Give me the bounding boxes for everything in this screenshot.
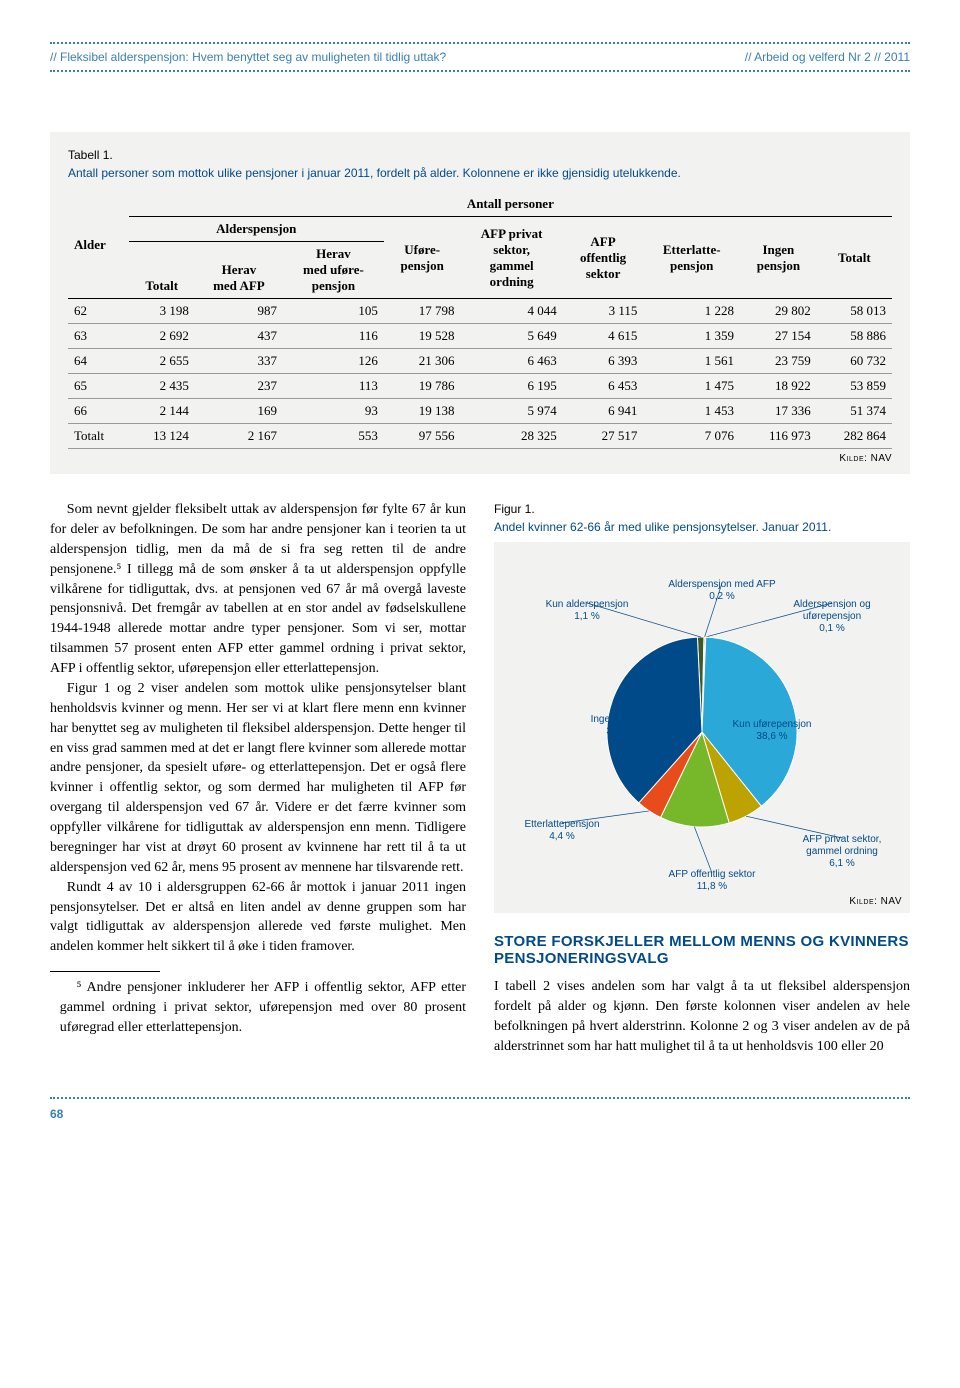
footnote-5: ⁵ Andre pensjoner inkluderer her AFP i o… — [50, 978, 466, 1038]
table-source: Kilde: NAV — [68, 453, 892, 464]
col-afp-off: AFPoffentligsektor — [563, 217, 644, 299]
col-etterlatte: Etterlatte-pensjon — [643, 217, 740, 299]
col-alder: Alder — [68, 192, 129, 299]
page-header: // Fleksibel alderspensjon: Hvem benytte… — [50, 46, 910, 68]
table-1: Alder Antall personer Alderspensjon Ufør… — [68, 192, 892, 449]
table-number: Tabell 1. — [68, 148, 113, 162]
right-column: Figur 1. Andel kvinner 62-66 år med ulik… — [494, 500, 910, 1057]
col-afp-privat: AFP privatsektor,gammelordning — [461, 217, 563, 299]
table-caption: Tabell 1. Antall personer som mottok uli… — [68, 146, 892, 182]
pie-chart: Kun alderspensjon1,1 % Alderspensjon med … — [502, 552, 902, 892]
pie-label: Kun alderspensjon1,1 % — [546, 599, 629, 622]
header-right: // Arbeid og velferd Nr 2 // 2011 — [745, 50, 910, 64]
figure-number: Figur 1. — [494, 502, 535, 516]
body-p1: Som nevnt gjelder fleksibelt uttak av al… — [50, 500, 466, 679]
col-totalt1: Totalt — [129, 242, 195, 299]
figure-title: Andel kvinner 62-66 år med ulike pensjon… — [494, 520, 831, 534]
section-heading: STORE FORSKJELLER MELLOM MENNS OG KVINNE… — [494, 933, 910, 967]
figure-caption: Figur 1. Andel kvinner 62-66 år med ulik… — [494, 500, 910, 536]
col-herav-ufore: Heravmed uføre-pensjon — [283, 242, 384, 299]
body-p3: Rundt 4 av 10 i aldersgruppen 62-66 år m… — [50, 878, 466, 958]
pie-label: AFP privat sektor,gammel ordning6,1 % — [803, 834, 882, 869]
footnote-separator — [50, 971, 160, 972]
figure-source: Kilde: NAV — [502, 896, 902, 907]
body-p2: Figur 1 og 2 viser andelen som mottok ul… — [50, 679, 466, 878]
col-ufore: Uføre-pensjon — [384, 217, 461, 299]
pie-label: AFP offentlig sektor11,8 % — [669, 869, 757, 892]
table-1-container: Tabell 1. Antall personer som mottok uli… — [50, 132, 910, 474]
pie-label: Alderspensjon med AFP0,2 % — [668, 579, 776, 602]
pie-label: Etterlattepensjon4,4 % — [524, 819, 599, 842]
col-herav-afp: Heravmed AFP — [195, 242, 283, 299]
table-row: 642 65533712621 3066 4636 3931 56123 759… — [68, 349, 892, 374]
pie-chart-container: Kun alderspensjon1,1 % Alderspensjon med … — [494, 542, 910, 913]
table-row: 662 1441699319 1385 9746 9411 45317 3365… — [68, 399, 892, 424]
page-number: 68 — [50, 1101, 910, 1121]
table-row: 632 69243711619 5285 6494 6151 35927 154… — [68, 324, 892, 349]
col-totalt2: Totalt — [817, 217, 892, 299]
table-row: 623 19898710517 7984 0443 1151 22829 802… — [68, 299, 892, 324]
left-column: Som nevnt gjelder fleksibelt uttak av al… — [50, 500, 466, 1057]
super-header: Antall personer — [129, 192, 892, 217]
table-title: Antall personer som mottok ulike pensjon… — [68, 166, 681, 180]
header-left: // Fleksibel alderspensjon: Hvem benytte… — [50, 50, 446, 64]
table-row: 652 43523711319 7866 1956 4531 47518 922… — [68, 374, 892, 399]
group-alderspensjon: Alderspensjon — [129, 217, 384, 242]
col-ingen: Ingenpensjon — [740, 217, 817, 299]
section2-p1: I tabell 2 vises andelen som har valgt å… — [494, 977, 910, 1057]
pie-label: Alderspensjon oguførepensjon0,1 % — [793, 599, 870, 634]
table-row: Totalt13 1242 16755397 55628 32527 5177 … — [68, 424, 892, 449]
